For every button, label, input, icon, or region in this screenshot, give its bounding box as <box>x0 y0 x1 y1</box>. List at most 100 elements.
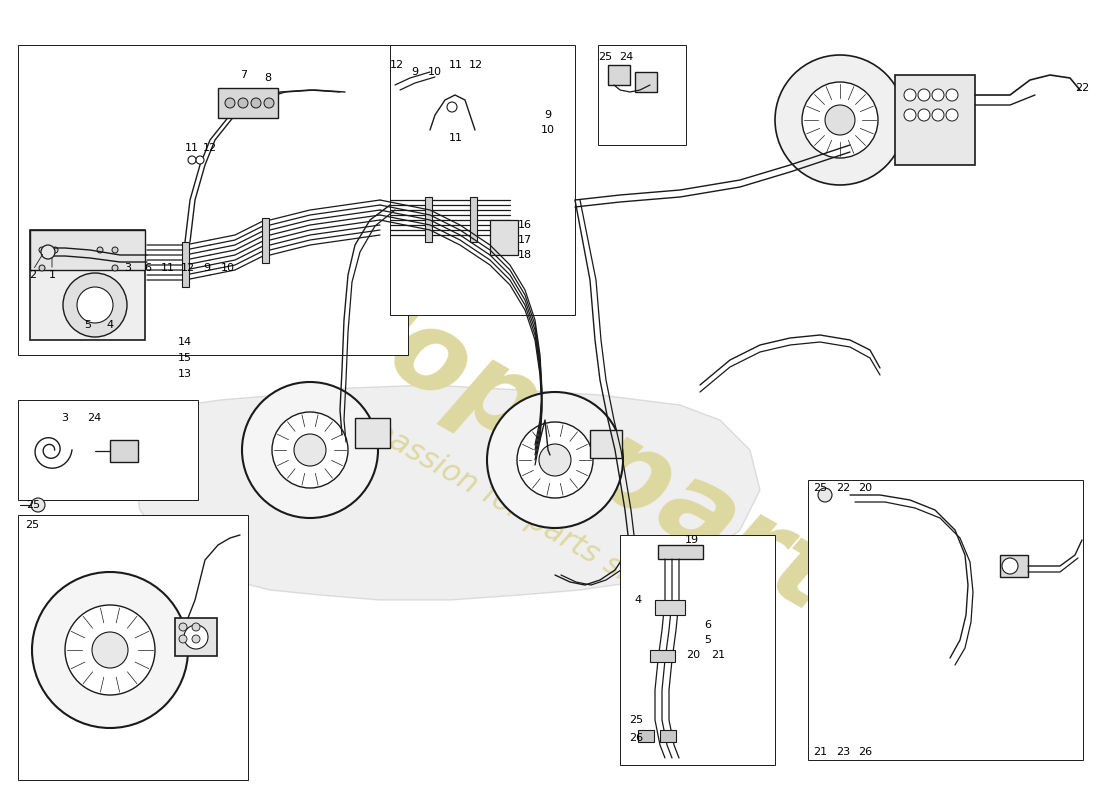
Text: 5: 5 <box>704 635 712 645</box>
Circle shape <box>946 109 958 121</box>
Bar <box>650 650 675 662</box>
Text: 24: 24 <box>87 413 101 423</box>
Text: 12: 12 <box>469 60 483 70</box>
Circle shape <box>932 89 944 101</box>
Text: 22: 22 <box>1075 83 1089 93</box>
Text: 4: 4 <box>107 320 113 330</box>
Circle shape <box>904 89 916 101</box>
Bar <box>18 515 248 780</box>
Circle shape <box>41 245 55 259</box>
Bar <box>425 197 432 242</box>
Bar <box>808 480 1084 760</box>
Text: 2: 2 <box>30 270 36 280</box>
Circle shape <box>487 392 623 528</box>
Circle shape <box>251 98 261 108</box>
Bar <box>262 218 270 263</box>
Text: 6: 6 <box>144 263 152 273</box>
Circle shape <box>31 498 45 512</box>
Text: europeparts: europeparts <box>190 191 910 669</box>
Bar <box>18 400 198 500</box>
Text: 9: 9 <box>204 263 210 273</box>
Circle shape <box>272 412 348 488</box>
Text: 10: 10 <box>221 263 235 273</box>
Text: 4: 4 <box>635 595 641 605</box>
Text: 3: 3 <box>62 413 68 423</box>
Bar <box>895 75 975 165</box>
Bar <box>30 230 145 340</box>
Circle shape <box>294 434 326 466</box>
Text: 25: 25 <box>813 483 827 493</box>
Text: 20: 20 <box>686 650 700 660</box>
Bar <box>638 730 654 742</box>
Circle shape <box>63 273 126 337</box>
Circle shape <box>179 623 187 631</box>
Text: 10: 10 <box>541 125 556 135</box>
Circle shape <box>825 105 855 135</box>
Text: 6: 6 <box>704 620 712 630</box>
Bar <box>490 220 518 255</box>
Text: 21: 21 <box>813 747 827 757</box>
Text: 14: 14 <box>178 337 192 347</box>
Bar <box>470 197 477 242</box>
Text: 5: 5 <box>85 320 91 330</box>
Circle shape <box>932 109 944 121</box>
Circle shape <box>447 102 456 112</box>
Circle shape <box>92 632 128 668</box>
Circle shape <box>918 89 930 101</box>
Circle shape <box>52 247 58 253</box>
Bar <box>660 730 676 742</box>
Bar <box>30 230 145 270</box>
Circle shape <box>188 156 196 164</box>
Circle shape <box>196 156 204 164</box>
Text: 26: 26 <box>629 733 644 743</box>
Text: 13: 13 <box>178 369 192 379</box>
Circle shape <box>77 287 113 323</box>
Circle shape <box>539 444 571 476</box>
Bar <box>390 45 575 315</box>
Text: 16: 16 <box>518 220 532 230</box>
Bar <box>1000 555 1028 577</box>
Bar <box>355 418 390 448</box>
Text: 15: 15 <box>178 353 192 363</box>
Circle shape <box>192 623 200 631</box>
Circle shape <box>97 247 103 253</box>
Text: 12: 12 <box>180 263 195 273</box>
Circle shape <box>818 488 832 502</box>
Circle shape <box>65 605 155 695</box>
Circle shape <box>238 98 248 108</box>
Bar <box>654 600 685 615</box>
Bar <box>175 618 217 656</box>
Text: 11: 11 <box>449 60 463 70</box>
Bar <box>590 430 621 458</box>
Text: 11: 11 <box>161 263 175 273</box>
Circle shape <box>184 625 208 649</box>
Text: 26: 26 <box>858 747 872 757</box>
Circle shape <box>776 55 905 185</box>
Text: 11: 11 <box>449 133 463 143</box>
Bar <box>182 242 189 287</box>
Circle shape <box>242 382 378 518</box>
Text: 25: 25 <box>598 52 612 62</box>
Circle shape <box>264 98 274 108</box>
Bar <box>608 65 630 85</box>
Text: 21: 21 <box>711 650 725 660</box>
Text: 17: 17 <box>518 235 532 245</box>
Text: 12: 12 <box>389 60 404 70</box>
Circle shape <box>39 265 45 271</box>
Bar <box>635 72 657 92</box>
Bar <box>218 88 278 118</box>
Text: 3: 3 <box>124 263 132 273</box>
Circle shape <box>918 109 930 121</box>
Text: 24: 24 <box>619 52 634 62</box>
Text: 20: 20 <box>858 483 872 493</box>
Text: 8: 8 <box>264 73 272 83</box>
Circle shape <box>517 422 593 498</box>
Text: 22: 22 <box>836 483 850 493</box>
Text: a passion for parts since 1985: a passion for parts since 1985 <box>343 402 757 658</box>
Text: 23: 23 <box>836 747 850 757</box>
Circle shape <box>32 572 188 728</box>
Circle shape <box>39 247 45 253</box>
Text: 25: 25 <box>26 500 40 510</box>
Bar <box>620 535 776 765</box>
Polygon shape <box>130 385 760 600</box>
